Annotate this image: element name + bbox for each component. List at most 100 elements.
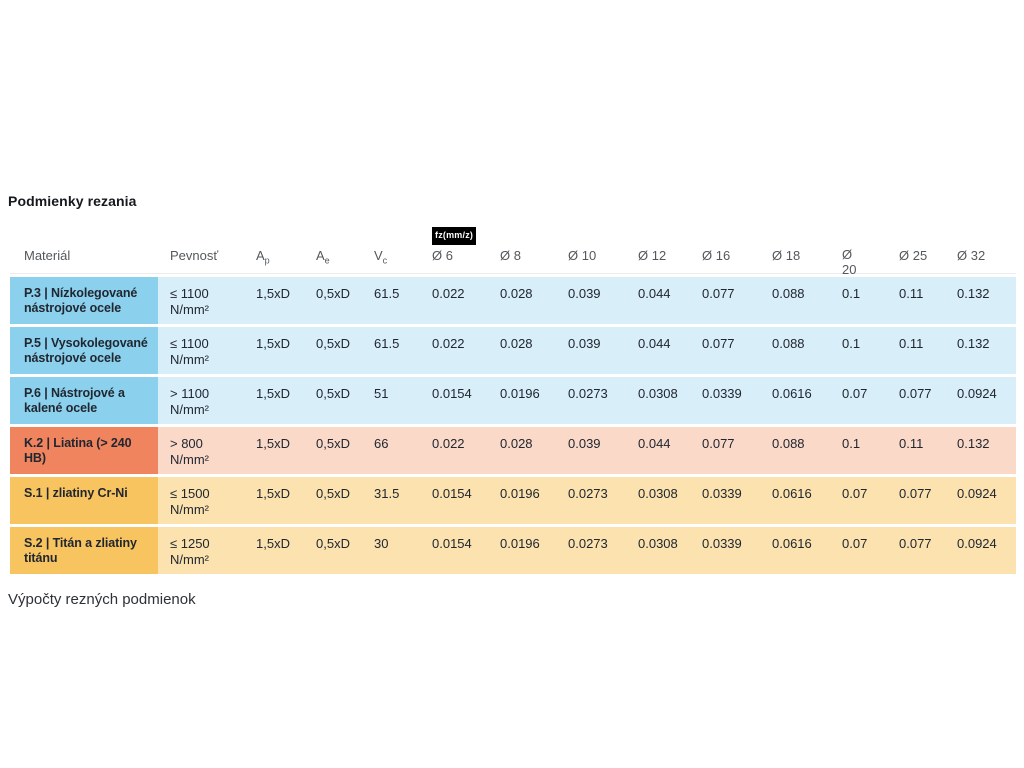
column-header-label: Ø 25	[899, 248, 928, 263]
column-header-label: Ø 20	[842, 247, 857, 277]
fz-value-cell: 0.132	[945, 277, 1016, 324]
fz-value-cell: 0.028	[488, 327, 556, 374]
fz-value-cell: 0.039	[556, 427, 626, 474]
fz-value-cell: 0.0308	[626, 377, 690, 424]
column-header: Ap	[244, 225, 304, 274]
fz-value-cell: 0.077	[887, 377, 945, 424]
fz-value-cell: 0.0339	[690, 477, 760, 524]
column-header-label: Ø 6	[432, 248, 453, 263]
table-row: P.3 | Nízkolegované nástrojové ocele ≤ 11…	[10, 277, 1016, 324]
pevnost-cell: ≤ 1500 N/mm²	[158, 477, 244, 524]
column-header-label: Ae	[316, 248, 330, 266]
fz-value-cell: 0.0308	[626, 527, 690, 574]
ap-cell: 1,5xD	[244, 327, 304, 374]
table-row: P.5 | Vysokolegované nástrojové ocele ≤ 1…	[10, 327, 1016, 374]
fz-value-cell: 0.0616	[760, 377, 830, 424]
vc-cell: 51	[362, 377, 420, 424]
vc-cell: 61.5	[362, 277, 420, 324]
fz-value-cell: 0.077	[690, 327, 760, 374]
column-header: Materiál	[10, 225, 158, 274]
ap-cell: 1,5xD	[244, 377, 304, 424]
vc-cell: 66	[362, 427, 420, 474]
fz-value-cell: 0.088	[760, 327, 830, 374]
fz-value-cell: 0.0924	[945, 527, 1016, 574]
material-cell: S.2 | Titán a zliatiny titánu	[10, 527, 158, 574]
fz-value-cell: 0.07	[830, 477, 887, 524]
fz-unit-badge: fz(mm/z)	[432, 227, 477, 245]
pevnost-cell: ≤ 1100 N/mm²	[158, 277, 244, 324]
vc-cell: 31.5	[362, 477, 420, 524]
column-header-label: Pevnosť	[170, 248, 219, 263]
fz-value-cell: 0.1	[830, 427, 887, 474]
fz-value-cell: 0.0196	[488, 477, 556, 524]
fz-value-cell: 0.077	[887, 527, 945, 574]
table-body: P.3 | Nízkolegované nástrojové ocele ≤ 11…	[10, 277, 1016, 574]
pevnost-cell: > 1100 N/mm²	[158, 377, 244, 424]
fz-value-cell: 0.0339	[690, 527, 760, 574]
header-row: Materiál Pevnosť Ap Ae Vc fz(mm/z) Ø 6 Ø 8 Ø 10 Ø…	[10, 225, 1016, 277]
fz-value-cell: 0.044	[626, 427, 690, 474]
fz-value-cell: 0.0154	[420, 377, 488, 424]
table-row: S.1 | zliatiny Cr-Ni ≤ 1500 N/mm² 1,5xD 0,5x…	[10, 477, 1016, 524]
ae-cell: 0,5xD	[304, 377, 362, 424]
fz-value-cell: 0.1	[830, 327, 887, 374]
material-cell: P.5 | Vysokolegované nástrojové ocele	[10, 327, 158, 374]
fz-value-cell: 0.0924	[945, 377, 1016, 424]
fz-value-cell: 0.0924	[945, 477, 1016, 524]
fz-value-cell: 0.0273	[556, 527, 626, 574]
material-cell: K.2 | Liatina (> 240 HB)	[10, 427, 158, 474]
column-header-label: Ø 12	[638, 248, 667, 263]
fz-value-cell: 0.044	[626, 277, 690, 324]
fz-value-cell: 0.028	[488, 277, 556, 324]
fz-value-cell: 0.022	[420, 327, 488, 374]
fz-value-cell: 0.0616	[760, 527, 830, 574]
column-header: Ø 16	[690, 225, 760, 274]
column-header: Pevnosť	[158, 225, 244, 274]
ap-cell: 1,5xD	[244, 277, 304, 324]
column-header-label: Materiál	[24, 248, 71, 263]
material-cell: P.3 | Nízkolegované nástrojové ocele	[10, 277, 158, 324]
fz-value-cell: 0.07	[830, 527, 887, 574]
column-header-label: Ø 8	[500, 248, 521, 263]
fz-value-cell: 0.039	[556, 277, 626, 324]
ae-cell: 0,5xD	[304, 477, 362, 524]
ap-cell: 1,5xD	[244, 427, 304, 474]
column-header: fz(mm/z) Ø 6	[420, 225, 488, 274]
column-header: Ø 18	[760, 225, 830, 274]
column-header-label: Ø 18	[772, 248, 801, 263]
column-header-label: Ø 10	[568, 248, 597, 263]
table-header: Materiál Pevnosť Ap Ae Vc fz(mm/z) Ø 6 Ø 8 Ø 10 Ø…	[10, 225, 1016, 277]
column-header-label: Ø 32	[957, 248, 986, 263]
table-row: P.6 | Nástrojové a kalené ocele > 1100 N/m…	[10, 377, 1016, 424]
fz-value-cell: 0.039	[556, 327, 626, 374]
fz-value-cell: 0.1	[830, 277, 887, 324]
column-header-label: Ø 16	[702, 248, 731, 263]
column-header: Ø 32	[945, 225, 1016, 274]
ae-cell: 0,5xD	[304, 277, 362, 324]
column-header: Ø 12	[626, 225, 690, 274]
fz-value-cell: 0.11	[887, 427, 945, 474]
fz-value-cell: 0.0273	[556, 477, 626, 524]
fz-value-cell: 0.088	[760, 277, 830, 324]
fz-value-cell: 0.0154	[420, 527, 488, 574]
fz-value-cell: 0.088	[760, 427, 830, 474]
pevnost-cell: > 800 N/mm²	[158, 427, 244, 474]
column-header: Ø 8	[488, 225, 556, 274]
column-header: Vc	[362, 225, 420, 274]
fz-value-cell: 0.028	[488, 427, 556, 474]
fz-value-cell: 0.07	[830, 377, 887, 424]
column-header-label: Vc	[374, 248, 388, 266]
table-row: K.2 | Liatina (> 240 HB) > 800 N/mm² 1,5xD 0…	[10, 427, 1016, 474]
material-cell: P.6 | Nástrojové a kalené ocele	[10, 377, 158, 424]
fz-value-cell: 0.0308	[626, 477, 690, 524]
column-header: Ae	[304, 225, 362, 274]
fz-value-cell: 0.022	[420, 277, 488, 324]
fz-value-cell: 0.132	[945, 327, 1016, 374]
fz-value-cell: 0.044	[626, 327, 690, 374]
pevnost-cell: ≤ 1250 N/mm²	[158, 527, 244, 574]
cutting-conditions-section: Podmienky rezania Materiál Pevnosť Ap Ae Vc f…	[8, 193, 1016, 608]
column-header-label: Ap	[256, 248, 270, 266]
fz-value-cell: 0.132	[945, 427, 1016, 474]
ae-cell: 0,5xD	[304, 427, 362, 474]
fz-value-cell: 0.0154	[420, 477, 488, 524]
